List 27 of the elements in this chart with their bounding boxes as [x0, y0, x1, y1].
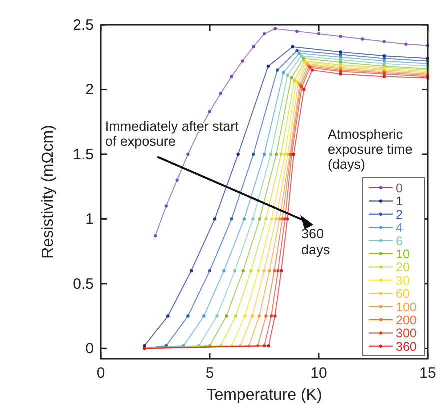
y-tick-label: 0 [86, 340, 94, 358]
y-axis-title: Resistivity (mΩcm) [40, 125, 57, 259]
x-axis-title: Temperature (K) [206, 387, 322, 404]
y-tick-label: 1 [86, 211, 94, 228]
legend-label: 360 [396, 340, 417, 354]
legend-label: 6 [396, 234, 403, 248]
legend-label: 2 [396, 208, 403, 222]
legend-label: 100 [396, 300, 417, 314]
y-tick-label: 1.5 [73, 146, 94, 164]
legend-label: 60 [396, 287, 410, 302]
legend-label: 20 [396, 260, 410, 275]
legend-label: 300 [396, 326, 417, 341]
legend-label: 30 [396, 274, 410, 288]
x-tick-label: 15 [420, 365, 436, 382]
y-tick-label: 2 [86, 82, 94, 99]
legend-label: 200 [396, 314, 417, 328]
x-tick-label: 0 [96, 365, 106, 382]
x-tick-label: 10 [310, 365, 328, 382]
legend-title: Atmospheric exposure time (days) [328, 127, 413, 172]
legend-label: 0 [396, 182, 403, 196]
y-tick-label: 2.5 [73, 17, 94, 34]
x-tick-label: 5 [206, 365, 214, 382]
legend-label: 4 [396, 221, 403, 236]
annotation: 360 days [302, 226, 330, 258]
legend-label: 1 [396, 194, 403, 209]
legend-label: 10 [396, 248, 410, 262]
y-tick-label: 0.5 [73, 276, 94, 293]
